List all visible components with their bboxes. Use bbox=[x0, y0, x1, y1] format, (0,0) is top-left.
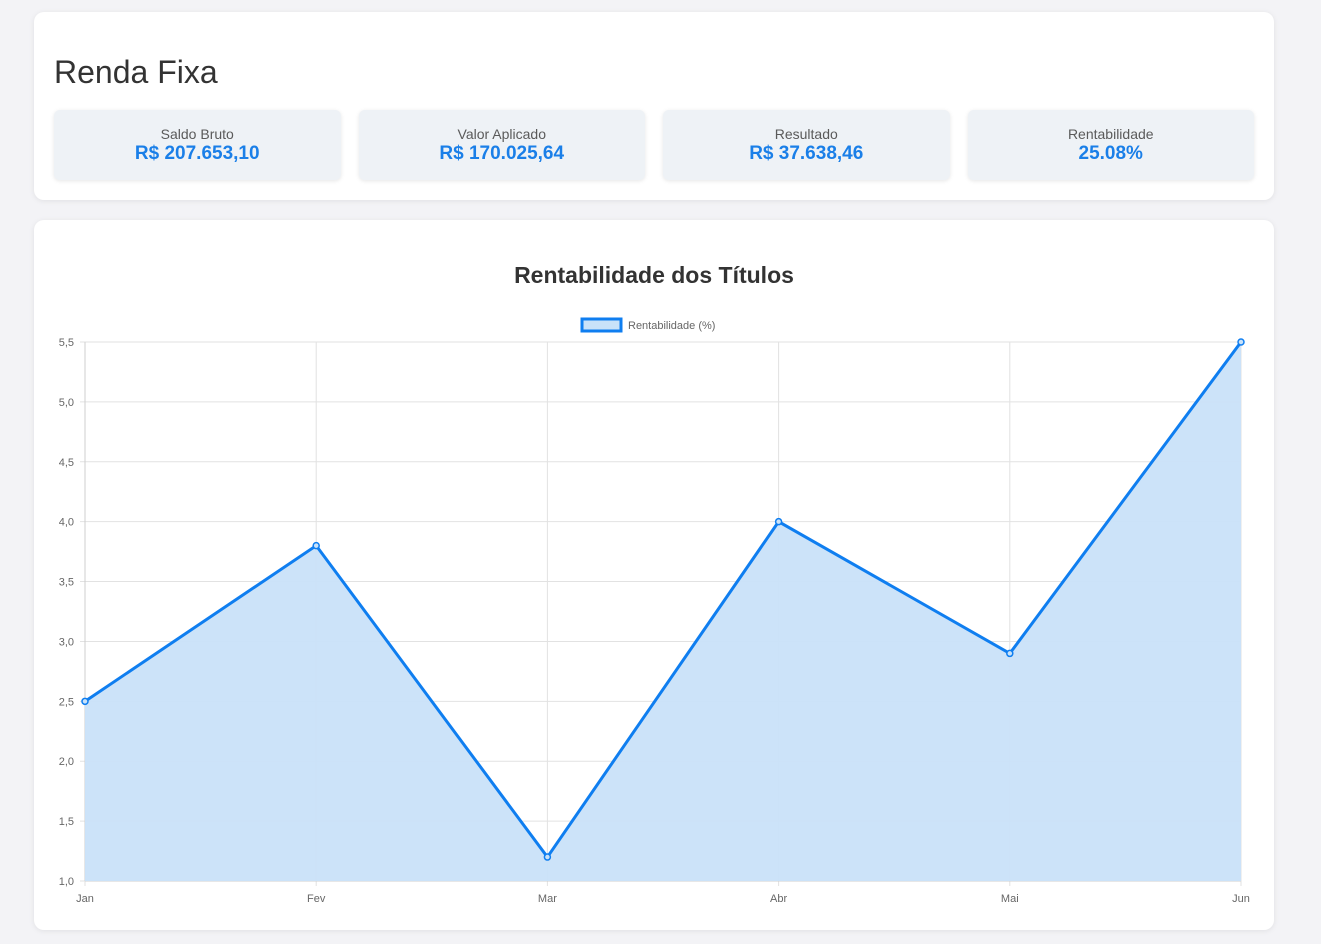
stat-label: Saldo Bruto bbox=[160, 126, 234, 142]
x-tick-label: Mai bbox=[1001, 893, 1019, 905]
data-point bbox=[1006, 649, 1014, 658]
page-title: Renda Fixa bbox=[54, 54, 218, 90]
line-chart: 1,0 1,5 2,0 2,5 3,0 3,5 4,0 4,5 5,0 5,5 Jan Fev Mar A… bbox=[59, 317, 1250, 905]
stat-saldo-bruto: Saldo Bruto R$ 207.653,10 bbox=[54, 110, 341, 180]
x-tick-label: Abr bbox=[770, 893, 787, 905]
y-tick-label: 3,0 bbox=[59, 636, 74, 648]
data-point bbox=[1237, 338, 1245, 346]
stat-label: Rentabilidade bbox=[1067, 126, 1154, 142]
stat-resultado: Resultado R$ 37.638,46 bbox=[663, 110, 950, 180]
data-point bbox=[543, 853, 552, 861]
stat-value: R$ 207.653,10 bbox=[134, 143, 260, 164]
series-area bbox=[85, 342, 1241, 881]
stat-valor-aplicado: Valor Aplicado R$ 170.025,64 bbox=[358, 110, 645, 180]
data-point bbox=[81, 697, 89, 706]
x-tick-label: Jan bbox=[76, 893, 94, 905]
y-tick-label: 1,0 bbox=[59, 876, 74, 888]
stat-label: Resultado bbox=[774, 126, 838, 142]
y-tick-label: 3,5 bbox=[59, 577, 74, 589]
y-tick-label: 2,5 bbox=[59, 696, 74, 708]
stat-value: R$ 37.638,46 bbox=[749, 143, 864, 164]
summary-card: Renda Fixa Saldo Bruto R$ 207.653,10 Val… bbox=[34, 12, 1274, 200]
stat-rentabilidade: Rentabilidade 25.08% bbox=[967, 110, 1254, 180]
x-tick-label: Mar bbox=[538, 893, 557, 905]
y-tick-label: 5,5 bbox=[59, 337, 74, 349]
stats-row: Saldo Bruto R$ 207.653,10 Valor Aplicado… bbox=[54, 110, 1254, 180]
y-tick-label: 5,0 bbox=[59, 397, 74, 409]
stat-value: R$ 170.025,64 bbox=[439, 143, 565, 164]
data-point bbox=[312, 541, 320, 550]
data-point bbox=[774, 517, 783, 526]
chart-title: Rentabilidade dos Títulos bbox=[514, 262, 794, 288]
y-tick-label: 1,5 bbox=[59, 816, 74, 828]
stat-value: 25.08% bbox=[1078, 143, 1143, 164]
x-tick-label: Jun bbox=[1232, 893, 1250, 905]
y-tick-label: 2,0 bbox=[59, 756, 74, 768]
stat-label: Valor Aplicado bbox=[457, 126, 546, 142]
legend-swatch bbox=[580, 317, 623, 333]
y-tick-label: 4,5 bbox=[59, 457, 74, 469]
legend-label: Rentabilidade (%) bbox=[628, 320, 715, 332]
chart-card: Rentabilidade dos Títulos 1,0 1,5 2,0 2,5 3,… bbox=[34, 220, 1274, 930]
y-tick-label: 4,0 bbox=[59, 517, 74, 529]
series-line bbox=[84, 341, 1243, 860]
x-tick-label: Fev bbox=[307, 893, 326, 905]
